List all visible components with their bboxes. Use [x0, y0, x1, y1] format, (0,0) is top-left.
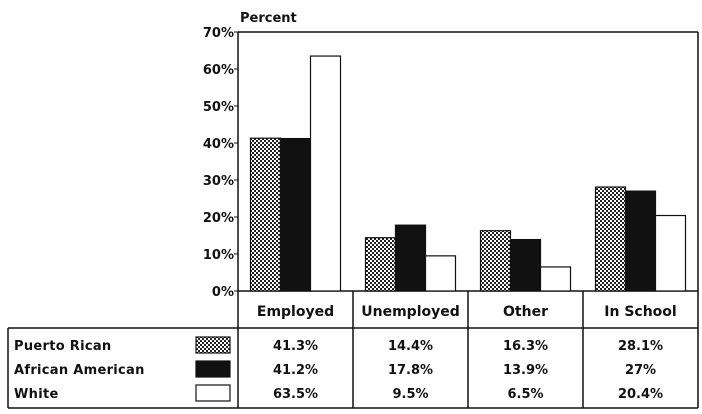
table-cell-value: 63.5%	[273, 387, 318, 402]
table-cell-value: 20.4%	[618, 387, 663, 402]
table-cell-value: 27%	[625, 363, 656, 378]
bar-puerto-rican	[594, 186, 627, 292]
legend-label: African American	[14, 363, 145, 378]
legend-swatch	[195, 336, 231, 354]
bar-puerto-rican	[479, 230, 512, 292]
table-cell-value: 6.5%	[507, 387, 543, 402]
bar-puerto-rican	[249, 137, 282, 292]
y-tick-label: 20%	[203, 211, 234, 226]
table-cell-value: 28.1%	[618, 339, 663, 354]
bar-white	[539, 266, 572, 292]
y-tick-label: 60%	[203, 63, 234, 78]
bar-african-american	[624, 190, 657, 292]
y-tick-label: 50%	[203, 100, 234, 115]
y-tick-label: 70%	[203, 26, 234, 41]
y-tick-label: 10%	[203, 248, 234, 263]
legend-swatch	[195, 360, 231, 378]
y-axis-title: Percent	[240, 11, 297, 26]
y-tick-label: 40%	[203, 137, 234, 152]
table-cell-value: 17.8%	[388, 363, 433, 378]
category-label: In School	[604, 304, 676, 320]
category-label: Unemployed	[361, 304, 460, 320]
category-label: Employed	[257, 304, 334, 320]
y-tick-label: 0%	[212, 285, 234, 300]
legend-swatch	[195, 384, 231, 402]
table-cell-value: 9.5%	[392, 387, 428, 402]
table-cell-value: 41.3%	[273, 339, 318, 354]
bar-white	[424, 255, 457, 292]
bar-puerto-rican	[364, 237, 397, 292]
legend-label: Puerto Rican	[14, 339, 111, 354]
bar-african-american	[509, 238, 542, 292]
table-cell-value: 13.9%	[503, 363, 548, 378]
legend-label: White	[14, 387, 59, 402]
bar-african-american	[394, 224, 427, 292]
category-label: Other	[503, 304, 548, 320]
table-cell-value: 16.3%	[503, 339, 548, 354]
bar-white	[309, 55, 342, 292]
table-cell-value: 41.2%	[273, 363, 318, 378]
y-tick-label: 30%	[203, 174, 234, 189]
bar-african-american	[279, 137, 312, 292]
table-cell-value: 14.4%	[388, 339, 433, 354]
bar-white	[654, 214, 687, 292]
